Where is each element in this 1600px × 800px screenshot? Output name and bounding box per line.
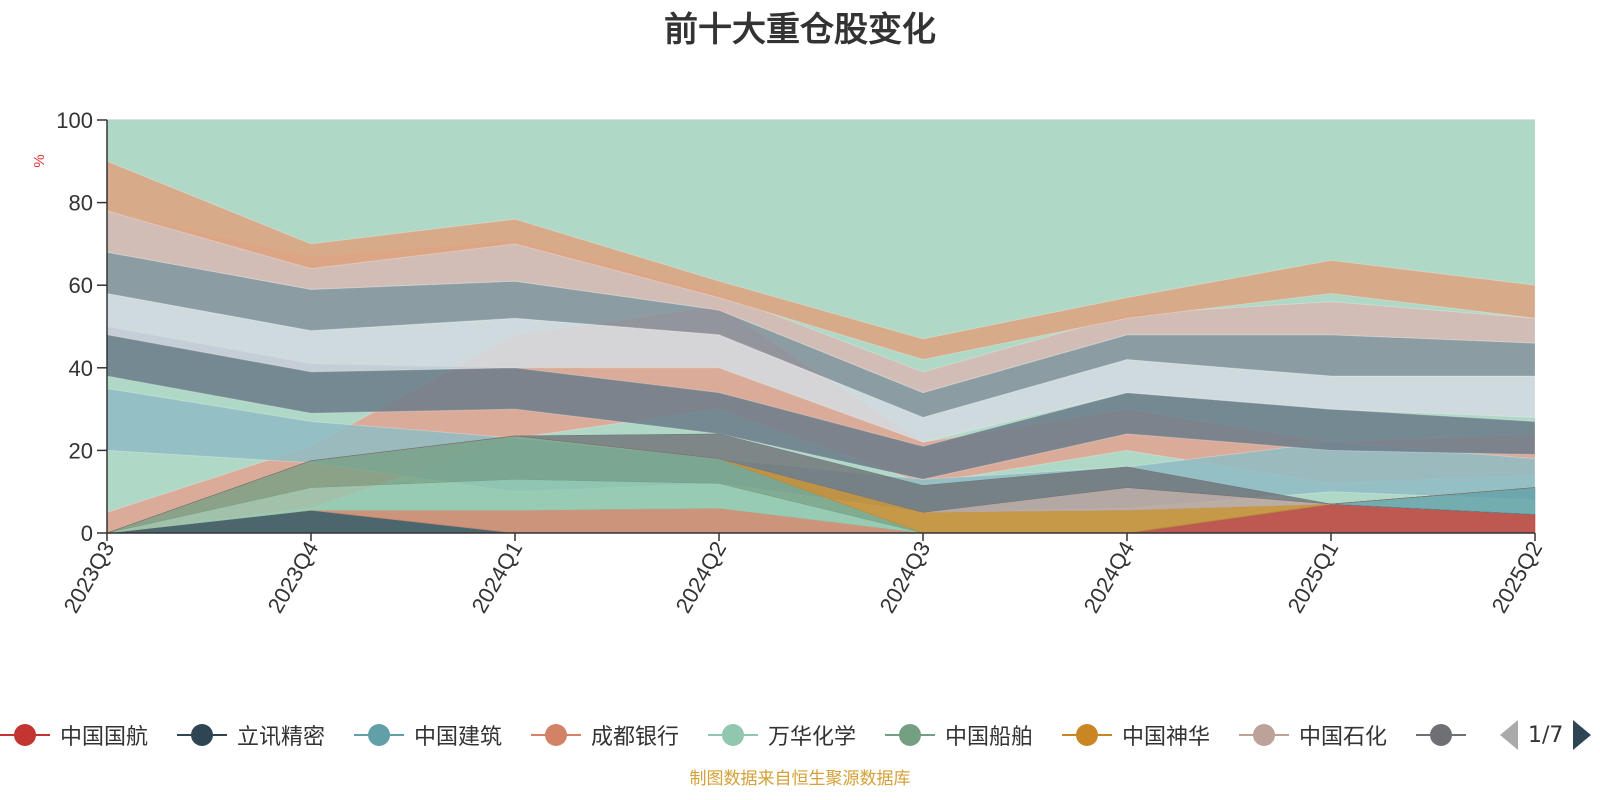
legend-label: 中国船舶 [945,725,1034,750]
legend-label: 中国石化 [1299,725,1388,750]
legend-marker-icon [0,718,50,752]
legend-marker-icon [531,718,581,752]
x-tick-label: 2025Q2 [1487,537,1548,617]
y-tick-label: 40 [69,356,93,381]
legend-item[interactable]: 中国石化 [1239,718,1387,752]
legend-label: 中国神华 [1122,725,1211,750]
y-tick-label: 60 [69,273,93,298]
legend: 中国国航 立讯精密 中国建筑 成都银行 万华化学 中国船舶 中国神华 中国石化 1/7 [0,718,1600,752]
source-note: 制图数据来自恒生聚源数据库 [689,769,911,789]
legend-marker-icon [708,718,758,752]
legend-label: 中国建筑 [414,725,503,750]
legend-page-indicator: 1/7 [1528,722,1564,748]
legend-item[interactable]: 中国国航 [0,718,148,752]
stack-band-2 [106,325,1536,480]
legend-prev-page-icon[interactable] [1500,720,1518,750]
legend-label: 立讯精密 [237,725,326,750]
x-tick-label: 2024Q3 [875,537,936,617]
chart-title: 前十大重仓股变化 [664,10,936,50]
legend-marker-icon [885,718,935,752]
y-tick-label: 20 [69,438,93,463]
legend-item[interactable]: 中国船舶 [885,718,1033,752]
chart-plot: 0 20 40 60 80 100 2023Q3 2023Q4 2024Q1 2024Q2 2024… [31,108,1548,617]
legend-item[interactable]: 万华化学 [708,718,856,752]
x-tick-label: 2024Q1 [467,537,528,617]
series-area-8 [106,433,1536,534]
legend-marker-icon [1062,718,1112,752]
y-tick-label: 0 [81,521,93,546]
legend-item[interactable]: 中国神华 [1062,718,1210,752]
legend-label: 中国国航 [60,725,149,750]
x-tick-label: 2025Q1 [1283,537,1344,617]
stack-band-6 [106,160,1536,361]
legend-label: 万华化学 [768,725,857,750]
legend-item[interactable]: 成都银行 [531,718,679,752]
legend-items: 中国国航 立讯精密 中国建筑 成都银行 万华化学 中国船舶 中国神华 中国石化 [0,718,1470,752]
legend-pager: 1/7 [1500,718,1592,752]
x-tick-label: 2024Q4 [1079,537,1140,617]
x-tick-label: 2023Q3 [59,537,120,617]
legend-marker-icon [1239,718,1289,752]
legend-marker-icon [177,718,227,752]
y-tick-label: 100 [56,108,93,133]
x-tick-label: 2023Q4 [263,537,324,617]
legend-next-page-icon[interactable] [1573,720,1592,750]
y-axis-unit-label: % [31,154,48,167]
legend-item[interactable]: 立讯精密 [177,718,325,752]
y-tick-label: 80 [69,191,93,216]
legend-item[interactable]: 中国建筑 [354,718,502,752]
legend-marker-icon [354,718,404,752]
legend-item[interactable] [1416,718,1470,752]
x-tick-label: 2024Q2 [671,537,732,617]
legend-marker-icon [1416,718,1466,752]
legend-label: 成都银行 [591,725,680,750]
